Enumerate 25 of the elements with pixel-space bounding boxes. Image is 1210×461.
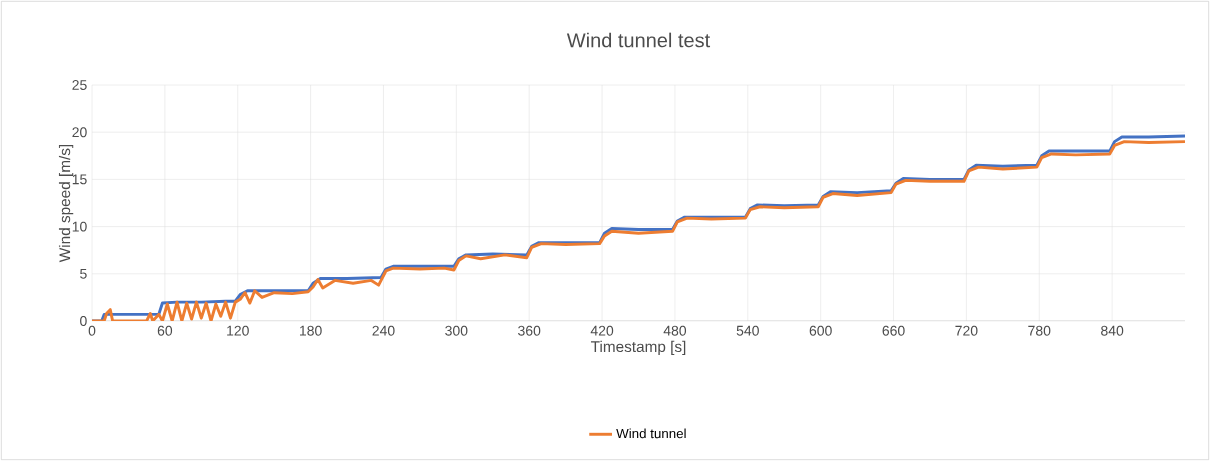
x-tick-label: 420 [590,325,614,336]
y-tick-label: 10 [72,221,87,232]
x-tick-label: 360 [518,325,541,336]
x-tick-label: 60 [157,325,173,336]
x-tick-label: 480 [663,325,687,336]
x-tick-label: 180 [299,325,322,336]
y-tick-label: 25 [72,80,87,90]
y-tick-label: 20 [72,127,87,138]
chart-title: Wind tunnel test [566,32,711,48]
y-tick-label: 15 [72,174,87,185]
y-axis-title: Wind speed [m/s] [58,144,74,263]
legend-label: Wind tunnel [616,428,686,439]
x-tick-label: 720 [955,325,978,336]
x-tick-label: 660 [882,325,905,336]
x-tick-label: 0 [88,325,96,336]
x-tick-label: 300 [445,325,468,336]
x-tick-label: 540 [736,325,759,336]
y-tick-label: 5 [80,268,87,279]
x-tick-label: 240 [372,325,395,336]
x-tick-label: 120 [227,325,249,336]
x-axis-title: Timestamp [s] [590,340,686,356]
y-tick-label: 0 [80,316,87,326]
x-tick-label: 840 [1101,325,1124,336]
x-tick-label: 600 [809,325,832,336]
x-tick-label: 780 [1028,325,1051,336]
